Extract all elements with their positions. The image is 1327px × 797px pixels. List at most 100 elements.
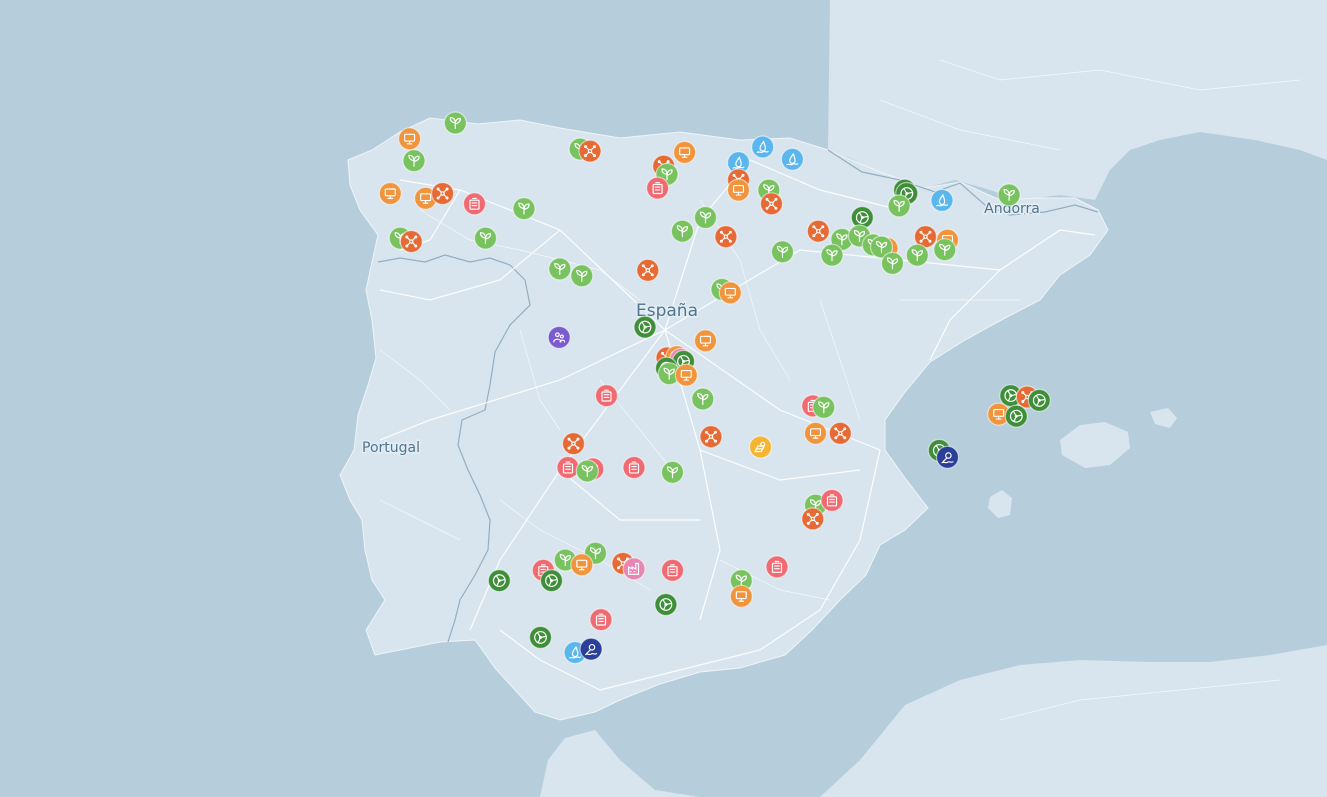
map-marker-industry[interactable]: [570, 553, 594, 577]
map-marker-water[interactable]: [930, 188, 954, 212]
map-marker-health[interactable]: [820, 488, 844, 512]
map-marker-agriculture[interactable]: [443, 111, 467, 135]
map-marker-wind[interactable]: [528, 625, 553, 650]
map-marker-water[interactable]: [780, 147, 805, 171]
marker-circle: [398, 127, 422, 151]
map-marker-agriculture[interactable]: [869, 235, 894, 259]
marker-circle: [660, 558, 685, 582]
map-marker-agriculture[interactable]: [670, 219, 695, 243]
map-marker-wind[interactable]: [633, 315, 657, 339]
border-france: [827, 149, 1099, 216]
map-marker-network[interactable]: [578, 139, 602, 163]
map-marker-solar[interactable]: [748, 435, 773, 459]
map-marker-health[interactable]: [462, 192, 487, 216]
map-marker-agriculture[interactable]: [997, 183, 1021, 207]
map-marker-industry[interactable]: [718, 281, 742, 305]
marker-circle: [693, 329, 718, 353]
map-marker-agriculture[interactable]: [933, 238, 957, 262]
map-marker-agriculture[interactable]: [512, 197, 536, 221]
marker-circle: [672, 140, 697, 164]
marker-circle: [714, 225, 738, 249]
map-marker-industry[interactable]: [803, 421, 828, 445]
map-marker-agriculture[interactable]: [887, 194, 911, 218]
map-marker-industry[interactable]: [729, 584, 753, 608]
marker-circle: [399, 229, 423, 254]
map-marker-wind[interactable]: [1004, 404, 1028, 428]
label-portugal: Portugal: [362, 440, 420, 456]
map-marker-network[interactable]: [431, 181, 455, 206]
map-marker-network[interactable]: [636, 258, 660, 282]
map-marker-industry[interactable]: [672, 140, 697, 164]
marker-circle: [751, 135, 775, 159]
marker-circle: [820, 488, 844, 512]
marker-circle: [935, 445, 960, 469]
marker-circle: [645, 176, 670, 200]
map-marker-people[interactable]: [547, 325, 571, 349]
map-marker-agriculture[interactable]: [880, 251, 905, 275]
marker-circle: [578, 139, 602, 163]
map-marker-health[interactable]: [594, 384, 619, 408]
map-marker-network[interactable]: [806, 219, 830, 243]
map-marker-agriculture[interactable]: [660, 460, 685, 484]
map-marker-agriculture[interactable]: [473, 226, 498, 250]
map-marker-agriculture[interactable]: [570, 264, 594, 288]
land-france: [828, 0, 1327, 200]
map-marker-marine[interactable]: [579, 637, 603, 661]
map-marker-network[interactable]: [561, 432, 586, 456]
marker-circle: [803, 421, 828, 445]
map-marker-network[interactable]: [801, 507, 825, 531]
map-marker-health[interactable]: [622, 455, 646, 480]
map-marker-health[interactable]: [765, 555, 789, 579]
map-marker-marine[interactable]: [935, 445, 960, 469]
marker-circle: [748, 435, 773, 459]
map-marker-agriculture[interactable]: [575, 459, 599, 483]
marker-circle: [699, 425, 723, 449]
map-marker-network[interactable]: [759, 192, 784, 216]
map-marker-water[interactable]: [751, 135, 775, 159]
map-marker-health[interactable]: [589, 607, 613, 632]
map-marker-agriculture[interactable]: [548, 257, 572, 281]
map-marker-agriculture[interactable]: [402, 149, 426, 173]
map-marker-agriculture[interactable]: [691, 387, 715, 411]
map-marker-pink[interactable]: [622, 557, 646, 581]
map-marker-agriculture[interactable]: [693, 205, 718, 230]
map-marker-agriculture[interactable]: [770, 240, 795, 264]
map-marker-health[interactable]: [645, 176, 670, 200]
marker-circle: [828, 421, 852, 445]
map-marker-industry[interactable]: [726, 178, 751, 202]
label-spain: España: [636, 301, 698, 321]
map-marker-health[interactable]: [556, 455, 580, 480]
land-island: [1150, 408, 1177, 428]
map-marker-wind[interactable]: [1027, 388, 1051, 412]
marker-circle: [780, 147, 805, 171]
map-marker-network[interactable]: [399, 229, 423, 254]
map-marker-wind[interactable]: [654, 592, 678, 617]
marker-circle: [765, 555, 789, 579]
map-marker-wind[interactable]: [487, 568, 511, 593]
marker-circle: [589, 607, 613, 632]
map-marker-network[interactable]: [699, 425, 723, 449]
map-marker-industry[interactable]: [674, 363, 698, 387]
map-marker-agriculture[interactable]: [905, 243, 929, 267]
map-marker-network[interactable]: [828, 421, 852, 445]
marker-circle: [594, 384, 619, 408]
marker-circle: [622, 557, 646, 581]
map-marker-wind[interactable]: [539, 568, 564, 593]
marker-circle: [462, 192, 487, 216]
map-marker-network[interactable]: [714, 225, 738, 249]
map-marker-industry[interactable]: [693, 329, 718, 353]
land-africa: [540, 730, 700, 797]
marker-circle: [556, 455, 580, 480]
map-marker-agriculture[interactable]: [812, 395, 836, 419]
marker-circle: [674, 363, 698, 387]
marker-circle: [729, 584, 753, 608]
map-marker-industry[interactable]: [398, 127, 422, 151]
map-marker-health[interactable]: [660, 558, 685, 582]
marker-circle: [561, 432, 586, 456]
map-marker-agriculture[interactable]: [820, 243, 844, 267]
marker-circle: [570, 553, 594, 577]
marker-circle: [622, 455, 646, 480]
marker-circle: [930, 188, 954, 212]
map-marker-industry[interactable]: [378, 181, 402, 206]
